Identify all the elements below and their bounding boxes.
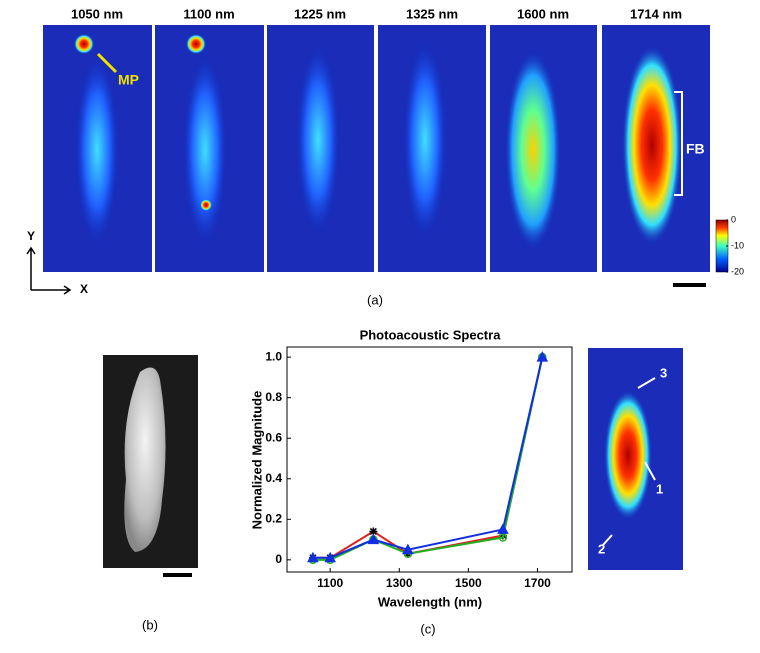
larva-signal [75, 55, 119, 245]
wavelength-title: 1325 nm [406, 6, 458, 21]
caption: (b) [142, 617, 158, 632]
marker [498, 533, 508, 542]
marker [324, 551, 337, 563]
larva-signal [403, 40, 447, 240]
y-tick-label: 0.2 [265, 511, 282, 525]
colorbar-tick-label: -10 [731, 240, 744, 250]
hotspot [200, 199, 212, 211]
series-line [312, 356, 544, 559]
y-tick-label: 0 [275, 552, 282, 566]
mp-label: MP [118, 72, 139, 88]
hotspot [186, 34, 206, 54]
image-strip [43, 25, 710, 272]
x-axis-label: Wavelength (nm) [378, 594, 482, 609]
axis-y-label: Y [27, 229, 35, 243]
x-tick-label: 1100 [317, 576, 343, 590]
larva-signal [505, 50, 561, 250]
marker [307, 551, 319, 563]
wavelength-title: 1100 nm [183, 6, 234, 21]
y-tick-label: 0.6 [265, 430, 282, 444]
series-line [312, 356, 544, 561]
arrow [96, 52, 118, 74]
bracket [674, 91, 683, 196]
wavelength-title: 1050 nm [71, 6, 123, 21]
colorbar-tick-label: -20 [731, 266, 744, 276]
marker [536, 351, 549, 362]
x-tick-label: 1300 [386, 576, 413, 590]
larva-signal [296, 45, 340, 235]
larva-signal [604, 390, 652, 520]
point-label: 1 [656, 481, 663, 496]
larva-signal [183, 55, 227, 245]
axis-x-label: X [80, 282, 88, 296]
marker [402, 543, 414, 555]
chart-title: Photoacoustic Spectra [360, 327, 502, 342]
x-tick-label: 1500 [455, 576, 482, 590]
caption: (a) [367, 292, 383, 307]
fb-label: FB [686, 141, 705, 157]
wavelength-title: 1714 nm [630, 6, 682, 21]
axes-icon [26, 246, 72, 295]
caption: (c) [420, 621, 435, 636]
point-label: 3 [660, 365, 667, 380]
larva-signal [622, 45, 682, 245]
marker [367, 533, 380, 545]
x-tick-label: 1700 [524, 576, 551, 590]
colorbar-tick-label: 0 [731, 214, 736, 224]
y-tick-label: 0.8 [265, 390, 282, 404]
marker [497, 523, 509, 534]
hotspot [74, 34, 94, 54]
y-axis-label: Normalized Magnitude [249, 391, 264, 530]
marker [369, 527, 378, 536]
y-tick-label: 1.0 [265, 349, 282, 363]
series-line [312, 356, 544, 559]
y-tick-label: 0.4 [265, 471, 282, 485]
point-label: 2 [598, 541, 605, 556]
plot-area [286, 346, 573, 573]
arrow [602, 377, 656, 546]
wavelength-title: 1225 nm [294, 6, 346, 21]
larva-photo [124, 367, 166, 552]
wavelength-title: 1600 nm [517, 6, 569, 21]
